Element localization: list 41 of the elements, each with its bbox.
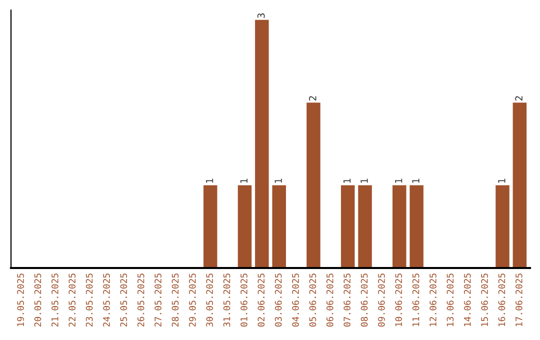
data-label: 1 [206,178,214,183]
x-tick-label: 13.06.2025 [446,274,454,326]
data-label: 1 [498,178,506,183]
x-tick-label: 27.05.2025 [154,274,162,327]
data-label: 1 [274,178,282,183]
x-tick-label: 07.06.2025 [344,274,350,327]
x-tick-label: 11.06.2025 [412,274,420,326]
x-tick-label: 26.05.2025 [137,274,144,327]
data-label: 1 [343,178,351,183]
data-label: 1 [240,178,248,183]
x-tick-label: 01.06.2025 [240,274,248,327]
x-tick-label: 31.05.2025 [223,274,230,327]
x-tick-label: 17.06.2025 [516,274,522,326]
x-tick-label: 05.06.2025 [309,274,316,327]
x-tick-label: 16.06.2025 [498,274,506,326]
x-tick-label: 09.06.2025 [378,274,385,327]
x-tick-label: 22.05.2025 [68,274,76,327]
data-label: 2 [515,96,522,101]
x-tick-label: 25.05.2025 [120,274,128,327]
x-tick-label: 19.05.2025 [17,274,24,326]
x-tick-label: 12.06.2025 [430,274,436,326]
x-tick-label: 02.06.2025 [258,274,265,327]
x-tick-label: 14.06.2025 [464,274,471,326]
x-tick-label: 24.05.2025 [103,274,110,327]
x-tick-label: 04.06.2025 [292,274,299,327]
x-tick-label: 29.05.2025 [188,274,196,327]
x-tick-label: 30.05.2025 [206,274,213,327]
x-tick-label: 06.06.2025 [326,274,334,327]
data-label: 1 [412,178,420,183]
x-tick-label: 08.06.2025 [360,274,368,327]
x-tick-label: 28.05.2025 [172,274,179,327]
x-tick-label: 21.05.2025 [51,274,58,327]
x-tick-label: 23.05.2025 [86,274,93,327]
data-label: 1 [395,178,402,183]
x-tick-label: 15.06.2025 [481,274,488,326]
data-label: 3 [257,13,265,18]
x-tick-label: 20.05.2025 [34,274,42,327]
x-tick-label: 03.06.2025 [274,274,282,327]
x-tick-label: 10.06.2025 [395,274,402,326]
data-label: 1 [360,178,368,183]
data-label: 2 [308,96,316,101]
